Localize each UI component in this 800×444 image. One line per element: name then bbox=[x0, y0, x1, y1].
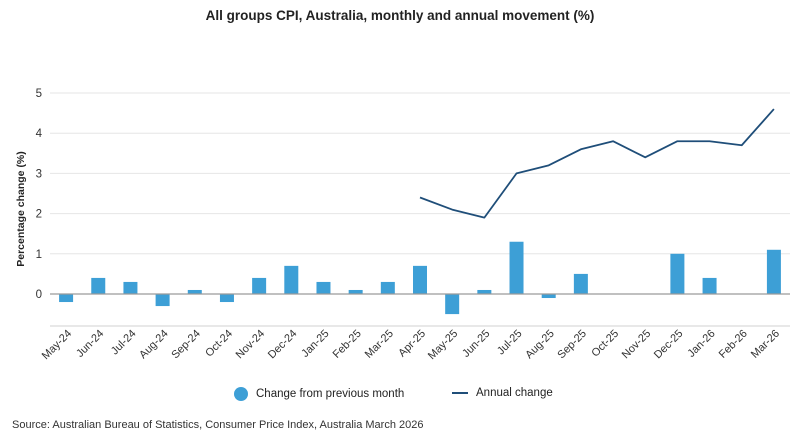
bar bbox=[316, 281, 331, 294]
x-tick-label: Oct-25 bbox=[589, 328, 621, 360]
x-tick-label: Jun-25 bbox=[460, 328, 492, 360]
bar bbox=[348, 289, 363, 294]
y-tick-label: 1 bbox=[36, 249, 42, 261]
x-tick-label: Mar-26 bbox=[749, 328, 782, 361]
legend-item-annual: Annual change bbox=[452, 387, 553, 399]
bar bbox=[380, 281, 395, 294]
bar bbox=[123, 281, 138, 294]
bar bbox=[541, 294, 556, 299]
bar bbox=[187, 289, 202, 294]
y-tick-label: 4 bbox=[36, 128, 43, 140]
x-tick-label: Dec-24 bbox=[266, 328, 300, 362]
legend-label-monthly: Change from previous month bbox=[256, 388, 405, 400]
x-tick-label: May-24 bbox=[40, 328, 74, 362]
bar bbox=[219, 294, 234, 303]
bar bbox=[284, 265, 299, 294]
bar bbox=[702, 277, 717, 294]
x-tick-label: May-25 bbox=[426, 328, 460, 362]
bar bbox=[252, 277, 267, 294]
x-tick-label: Jun-24 bbox=[74, 328, 106, 360]
x-tick-label: Feb-25 bbox=[331, 328, 364, 361]
y-tick-label: 0 bbox=[36, 289, 42, 301]
x-tick-label: Nov-24 bbox=[234, 328, 268, 362]
x-tick-label: Apr-25 bbox=[396, 328, 428, 360]
x-tick-label: Sep-25 bbox=[555, 328, 589, 362]
y-tick-label: 2 bbox=[36, 209, 42, 221]
y-axis-title: Percentage change (%) bbox=[15, 151, 27, 267]
x-tick-label: Jan-26 bbox=[685, 328, 717, 360]
bar bbox=[155, 294, 170, 307]
y-tick-label: 3 bbox=[36, 168, 42, 180]
x-tick-label: Jul-24 bbox=[109, 328, 139, 358]
bar bbox=[445, 294, 460, 315]
x-tick-label: Sep-24 bbox=[169, 328, 203, 362]
bar bbox=[670, 253, 685, 294]
bar bbox=[573, 273, 588, 294]
y-tick-label: 5 bbox=[36, 88, 42, 100]
bar bbox=[509, 241, 524, 294]
legend-label-annual: Annual change bbox=[476, 387, 553, 399]
x-tick-label: Aug-24 bbox=[137, 328, 171, 362]
annual-change-line bbox=[419, 108, 775, 219]
legend-swatch-line bbox=[452, 392, 468, 394]
bar bbox=[413, 265, 427, 294]
x-tick-label: Feb-26 bbox=[717, 328, 750, 361]
chart-title: All groups CPI, Australia, monthly and a… bbox=[205, 8, 595, 23]
bar bbox=[91, 277, 106, 294]
legend-item-monthly: Change from previous month bbox=[234, 387, 404, 401]
x-tick-label: Mar-25 bbox=[363, 328, 396, 361]
x-tick-label: Jan-25 bbox=[299, 328, 331, 360]
source-note: Source: Australian Bureau of Statistics,… bbox=[12, 419, 424, 431]
bar bbox=[766, 249, 781, 294]
x-tick-label: Aug-25 bbox=[523, 328, 557, 362]
bar bbox=[59, 294, 74, 303]
x-tick-label: Oct-24 bbox=[203, 328, 235, 360]
x-tick-label: Jul-25 bbox=[495, 328, 525, 358]
x-tick-label: Nov-25 bbox=[620, 328, 654, 362]
bar bbox=[477, 289, 492, 294]
x-tick-label: Dec-25 bbox=[652, 328, 686, 362]
legend-swatch-bar bbox=[234, 387, 248, 401]
